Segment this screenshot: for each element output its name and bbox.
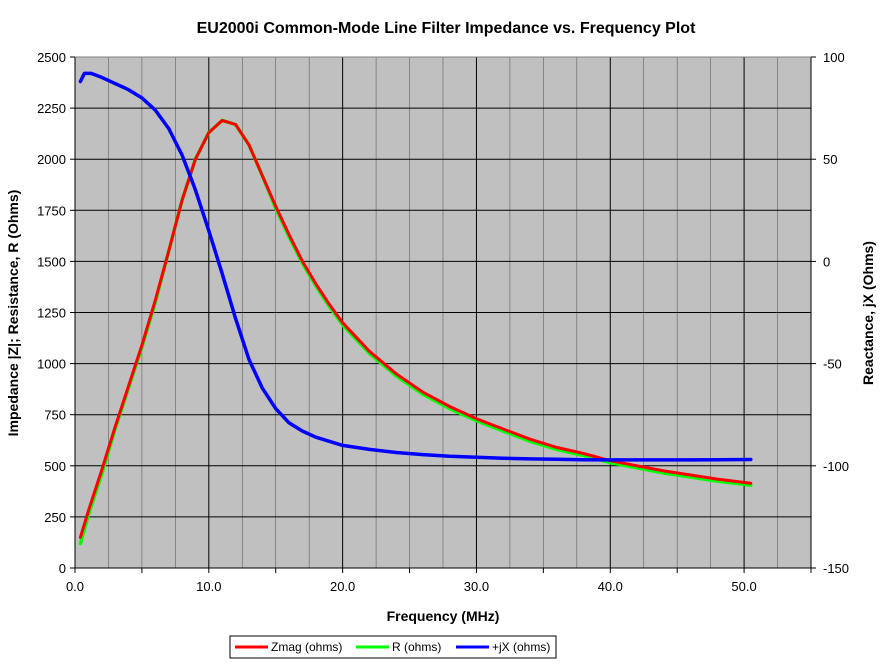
y-left-tick-label: 1000 xyxy=(37,357,66,372)
legend-label-zmag: Zmag (ohms) xyxy=(271,640,342,654)
y-axis-left-label: Impedance |Z|; Resistance, R (Ohms) xyxy=(5,190,21,437)
y-left-tick-label: 2250 xyxy=(37,101,66,116)
y-left-tick-label: 250 xyxy=(44,510,66,525)
y-right-tick-label: 100 xyxy=(823,50,845,65)
y-right-tick-label: -150 xyxy=(823,561,849,576)
jx-series-line xyxy=(78,71,753,462)
y-axis-right-label: Reactance, jX (Ohms) xyxy=(860,241,876,385)
x-tick-label: 0.0 xyxy=(66,579,84,594)
legend-box xyxy=(229,635,557,659)
chart-title: EU2000i Common-Mode Line Filter Impedanc… xyxy=(197,20,696,37)
y-left-tick-label: 500 xyxy=(44,459,66,474)
y-left-tick-label: 1250 xyxy=(37,306,66,321)
x-tick-label: 40.0 xyxy=(598,579,623,594)
y-left-tick-label: 0 xyxy=(59,561,66,576)
y-right-tick-label: -100 xyxy=(823,459,849,474)
y-right-tick-label: 0 xyxy=(823,254,830,269)
axis-layer xyxy=(70,56,816,573)
tick-label-layer: 0.0 10.0 20.0 30.0 40.0 50.002505007501000125… xyxy=(37,50,849,594)
y-left-tick-label: 2000 xyxy=(37,152,66,167)
grid-layer xyxy=(75,57,811,568)
legend: Zmag (ohms) R (ohms) +jX (ohms) xyxy=(229,635,557,659)
series-layer xyxy=(78,71,753,546)
zmag-series-line xyxy=(78,118,753,539)
y-left-tick-label: 1500 xyxy=(37,254,66,269)
x-tick-label: 10.0 xyxy=(196,579,221,594)
y-left-tick-label: 2500 xyxy=(37,50,66,65)
x-axis-label: Frequency (MHz) xyxy=(387,608,500,624)
x-tick-label: 50.0 xyxy=(731,579,756,594)
x-tick-label: 30.0 xyxy=(464,579,489,594)
legend-label-r: R (ohms) xyxy=(392,640,441,654)
y-left-tick-label: 750 xyxy=(44,408,66,423)
y-right-tick-label: 50 xyxy=(823,152,837,167)
x-tick-label: 20.0 xyxy=(330,579,355,594)
y-left-tick-label: 1750 xyxy=(37,203,66,218)
y-right-tick-label: -50 xyxy=(823,357,842,372)
legend-label-jx: +jX (ohms) xyxy=(492,640,550,654)
